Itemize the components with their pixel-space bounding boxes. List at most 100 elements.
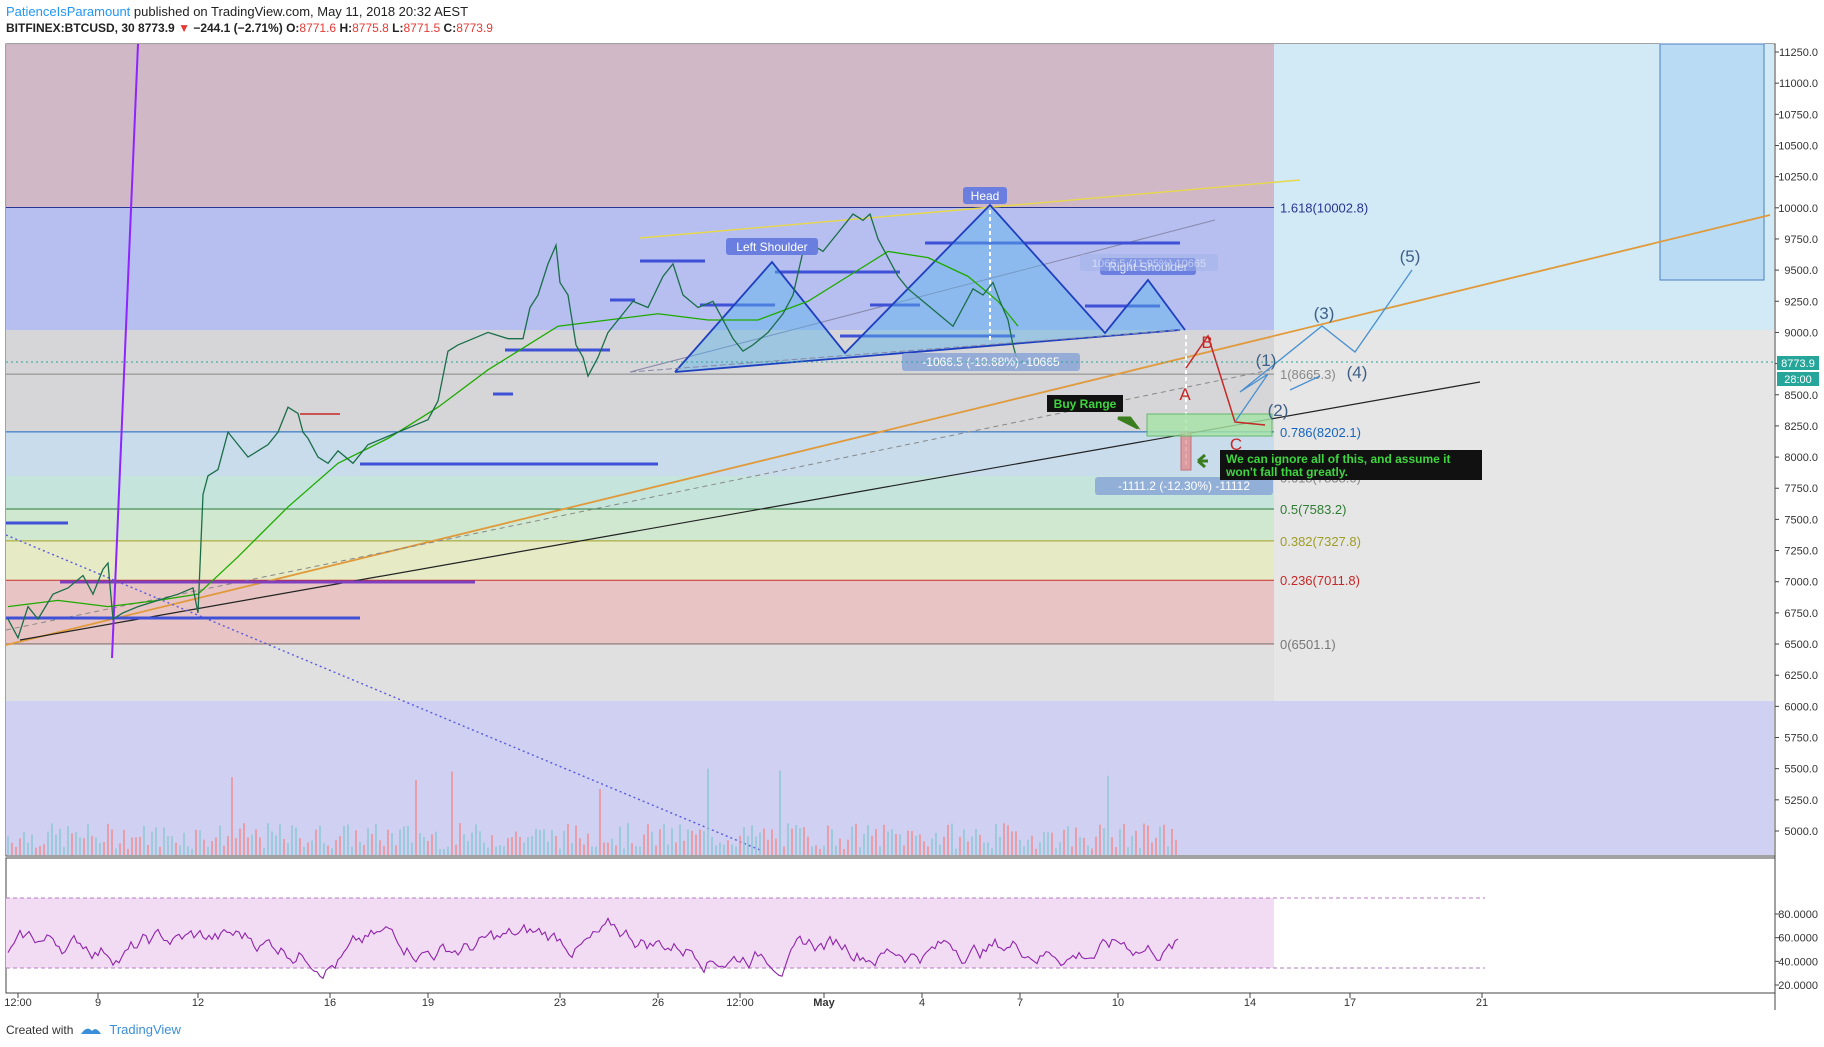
volume-bars [7, 768, 1177, 855]
price-change: −244.1 (−2.71%) [193, 21, 283, 35]
elliott-wave-path[interactable] [1234, 269, 1413, 423]
zone-fib-1 [6, 330, 1274, 432]
price-tick-label: 10000.0 [1778, 203, 1818, 215]
price-tick-label: 5500.0 [1784, 764, 1818, 776]
zone-fib-236 [6, 581, 1274, 645]
low-value: 8771.5 [403, 21, 441, 35]
zone-fib-0 [6, 645, 1274, 701]
time-tick-label: 23 [554, 997, 566, 1009]
price-tick-label: 6750.0 [1784, 608, 1818, 620]
fib-label-0.236: 0.236(7011.8) [1280, 573, 1360, 588]
zone-target-box [1659, 43, 1765, 281]
fibonacci-levels: 1.618(10002.8) 1(8665.3) 0.786(8202.1) 0.5(… [6, 200, 1368, 652]
wave-c-label: C [1230, 435, 1242, 454]
price-tick-label: 9250.0 [1784, 296, 1818, 308]
blue-dotted-trendline[interactable] [5, 534, 761, 851]
chart-header-publisher: PatienceIsParamount published on Trading… [6, 4, 468, 20]
zone-volume [6, 701, 1774, 855]
tradingview-logo-icon [81, 1028, 102, 1034]
wave-3-label: (3) [1314, 304, 1335, 323]
price-series[interactable] [7, 212, 1024, 640]
purple-vertical-line[interactable] [111, 43, 139, 659]
created-with-text: Created with [6, 1022, 74, 1037]
downside-measure-box [1180, 431, 1192, 471]
rsi-series[interactable] [7, 917, 1179, 980]
hidden-measure-bg [1080, 254, 1218, 271]
zone-fib-5 [6, 510, 1274, 540]
gray-dashed-trendline[interactable] [5, 369, 1271, 631]
level-segments [6, 241, 1180, 620]
price-tick-label: 9000.0 [1784, 327, 1818, 339]
price-tick-label: 9750.0 [1784, 234, 1818, 246]
author-link[interactable]: PatienceIsParamount [6, 4, 131, 19]
abc-correction-path[interactable] [1185, 334, 1266, 426]
price-tick-label: 5750.0 [1784, 733, 1818, 745]
open-value: 8771.6 [299, 21, 337, 35]
last-price-tag [1777, 356, 1819, 370]
open-label: O: [286, 21, 300, 35]
price-tick-label: 10250.0 [1778, 172, 1818, 184]
neckline[interactable] [674, 329, 1181, 373]
rsi-band [6, 898, 1274, 968]
time-tick-label: 12 [192, 997, 204, 1009]
fib-label-1.618: 1.618(10002.8) [1280, 200, 1368, 215]
price-tick-label: 6500.0 [1784, 639, 1818, 651]
time-tick-label: 21 [1476, 997, 1488, 1009]
price-tick-label: 10750.0 [1778, 109, 1818, 121]
time-tick-label: 16 [324, 997, 336, 1009]
note-line-2: won't fall that greatly. [1225, 465, 1348, 479]
zone-upper [6, 44, 1274, 208]
wave-2-label: (2) [1268, 401, 1289, 420]
buy-range-box[interactable] [1146, 413, 1273, 437]
time-tick-label: 12:00 [726, 997, 754, 1009]
moving-average-line[interactable] [7, 250, 1019, 608]
fib-label-0: 0(6501.1) [1280, 637, 1336, 652]
hs-pattern-fill [675, 205, 1185, 372]
time-tick-label: 9 [95, 997, 101, 1009]
time-axis-ticks: 12:00 9 12 16 19 23 26 12:00 May 4 7 10 14 17 21 [4, 993, 1488, 1009]
time-tick-label: May [813, 997, 835, 1009]
symbol-label[interactable]: BITFINEX:BTCUSD, 30 [6, 21, 135, 35]
time-tick-label: 26 [652, 997, 664, 1009]
head-label-bg [963, 187, 1007, 204]
chart-header-ohlc: BITFINEX:BTCUSD, 30 8773.9 ▼ −244.1 (−2.… [6, 21, 493, 36]
price-tick-label: 8250.0 [1784, 421, 1818, 433]
price-tick-label: 5250.0 [1784, 795, 1818, 807]
countdown-tag-text: 28:00 [1784, 374, 1812, 386]
price-tick-label: 7250.0 [1784, 546, 1818, 558]
wave-a-label: A [1179, 385, 1191, 404]
close-value: 8773.9 [456, 21, 493, 35]
fib-label-0.786: 0.786(8202.1) [1280, 425, 1361, 440]
price-tick-label: 10500.0 [1778, 140, 1818, 152]
annotations: Head Left Shoulder Right Shoulder 1066.5… [726, 187, 1482, 495]
wave-5-label: (5) [1400, 247, 1421, 266]
yellow-trendline[interactable] [639, 179, 1301, 239]
elliott-wave-minor [1289, 375, 1321, 391]
price-tick-label: 7500.0 [1784, 514, 1818, 526]
fib-label-0.5: 0.5(7583.2) [1280, 502, 1347, 517]
close-label: C: [443, 21, 457, 35]
footer: Created with TradingView [6, 1022, 181, 1037]
price-tick-label: 6250.0 [1784, 670, 1818, 682]
buy-range-label: Buy Range [1054, 397, 1117, 411]
last-price: 8773.9 [138, 21, 175, 35]
tradingview-brand[interactable]: TradingView [109, 1022, 181, 1037]
zone-fib-618 [6, 476, 1274, 510]
orange-trendline[interactable] [5, 214, 1771, 646]
down-arrow-icon: ▼ [178, 21, 190, 35]
price-axis-ticks: 11250.0 11000.0 10750.0 10500.0 10250.0 10000… [1775, 47, 1818, 838]
time-tick-label: 10 [1112, 997, 1124, 1009]
price-tick-label: 7000.0 [1784, 577, 1818, 589]
head-label: Head [971, 189, 1000, 203]
measure2-label: -1111.2 (-12.30%) -11112 [1118, 479, 1250, 493]
rsi-tick-label: 60.0000 [1778, 933, 1818, 945]
rsi-tick-label: 20.0000 [1778, 980, 1818, 992]
price-tick-label: 9500.0 [1784, 265, 1818, 277]
gray-channel-line[interactable] [629, 219, 1216, 373]
fib-label-1: 1(8665.3) [1280, 367, 1336, 382]
buy-range-label-bg [1047, 395, 1123, 412]
measure2-bg [1095, 477, 1273, 495]
head-shoulders-pattern[interactable] [674, 203, 1186, 373]
time-tick-label: 17 [1344, 997, 1356, 1009]
